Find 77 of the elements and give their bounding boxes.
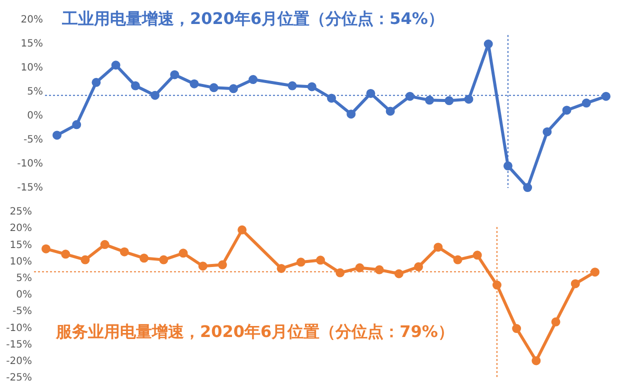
point bbox=[453, 255, 462, 264]
point bbox=[52, 130, 62, 140]
y-tick-label: -5% bbox=[24, 134, 43, 146]
y-tick-label: -15% bbox=[17, 182, 43, 194]
point bbox=[394, 269, 404, 278]
point bbox=[130, 81, 140, 90]
y-tick-label: 15% bbox=[10, 240, 32, 251]
point bbox=[150, 90, 160, 100]
point bbox=[307, 82, 316, 92]
point bbox=[288, 81, 297, 90]
y-tick-label: 5% bbox=[27, 86, 43, 98]
point bbox=[492, 280, 502, 290]
y-tick-label: 25% bbox=[10, 206, 32, 218]
y-tick-label: 15% bbox=[20, 38, 43, 50]
y-tick-label: 20% bbox=[20, 14, 43, 26]
point bbox=[414, 262, 424, 272]
point bbox=[228, 84, 238, 94]
y-tick-label: -25% bbox=[6, 372, 32, 384]
point bbox=[42, 244, 50, 254]
chart-title: 工业用电量增速，2020年6月位置（分位点：54%） bbox=[61, 9, 444, 28]
point bbox=[503, 161, 512, 170]
point bbox=[582, 98, 591, 108]
point bbox=[562, 106, 572, 115]
y-tick-label: 0% bbox=[16, 290, 32, 301]
point bbox=[316, 256, 325, 265]
y-tick-label: -10% bbox=[17, 158, 43, 170]
point bbox=[238, 225, 247, 234]
point bbox=[570, 279, 580, 288]
point bbox=[218, 260, 227, 270]
point bbox=[523, 183, 532, 192]
point bbox=[111, 60, 120, 70]
point bbox=[405, 92, 414, 101]
y-tick-label: 10% bbox=[20, 62, 43, 74]
point bbox=[532, 356, 541, 366]
point bbox=[100, 240, 110, 250]
point bbox=[190, 79, 199, 88]
point bbox=[296, 258, 306, 267]
y-tick-label: -15% bbox=[6, 339, 32, 350]
point bbox=[80, 255, 90, 264]
point bbox=[327, 94, 336, 103]
point bbox=[484, 40, 493, 48]
y-tick-label: -5% bbox=[12, 306, 32, 318]
point bbox=[346, 110, 356, 119]
point bbox=[551, 317, 560, 326]
point bbox=[425, 96, 434, 105]
point bbox=[198, 262, 208, 271]
point bbox=[512, 324, 522, 334]
point bbox=[602, 92, 610, 101]
point bbox=[276, 264, 286, 273]
point bbox=[140, 254, 149, 263]
point bbox=[248, 75, 258, 84]
point bbox=[366, 88, 376, 98]
y-tick-label: -10% bbox=[6, 322, 32, 334]
y-tick-label: -20% bbox=[6, 356, 32, 367]
y-tick-label: 10% bbox=[10, 256, 32, 268]
point bbox=[444, 96, 454, 106]
point bbox=[92, 78, 101, 87]
point bbox=[434, 242, 443, 252]
point bbox=[159, 255, 168, 264]
y-tick-label: 20% bbox=[10, 223, 32, 234]
point bbox=[464, 94, 474, 104]
point bbox=[336, 268, 345, 278]
point bbox=[72, 120, 82, 130]
point bbox=[542, 127, 552, 136]
point bbox=[170, 70, 180, 80]
text: 服务业用电量增速，2020年6月位置（分位点：79%） bbox=[55, 322, 454, 342]
point bbox=[178, 248, 188, 258]
point bbox=[355, 263, 364, 272]
point bbox=[472, 250, 482, 260]
y-tick-label: 0% bbox=[27, 110, 43, 122]
point bbox=[120, 247, 129, 256]
point bbox=[61, 250, 70, 259]
point bbox=[374, 265, 384, 274]
point bbox=[209, 83, 218, 92]
y-tick-label: 5% bbox=[16, 272, 32, 284]
point bbox=[386, 106, 395, 116]
point bbox=[590, 268, 600, 277]
